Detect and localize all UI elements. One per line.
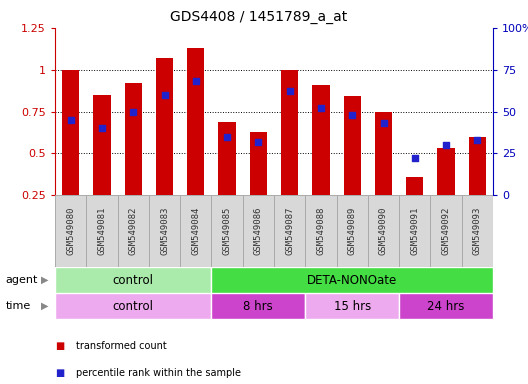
Bar bbox=[430, 195, 461, 267]
Text: DETA-NONOate: DETA-NONOate bbox=[307, 273, 398, 286]
Text: GSM549081: GSM549081 bbox=[98, 207, 107, 255]
Bar bbox=[55, 267, 211, 293]
Text: agent: agent bbox=[5, 275, 37, 285]
Point bbox=[98, 125, 106, 131]
Bar bbox=[149, 195, 180, 267]
Bar bbox=[187, 48, 204, 195]
Bar bbox=[62, 70, 79, 195]
Bar bbox=[211, 195, 243, 267]
Text: ■: ■ bbox=[55, 341, 64, 351]
Point bbox=[411, 155, 419, 161]
Bar bbox=[305, 195, 336, 267]
Text: transformed count: transformed count bbox=[76, 341, 167, 351]
Text: GSM549092: GSM549092 bbox=[441, 207, 450, 255]
Text: time: time bbox=[5, 301, 31, 311]
Text: GSM549090: GSM549090 bbox=[379, 207, 388, 255]
Text: control: control bbox=[112, 300, 154, 313]
Point bbox=[67, 117, 75, 123]
Bar bbox=[274, 195, 305, 267]
Bar bbox=[368, 195, 399, 267]
Text: percentile rank within the sample: percentile rank within the sample bbox=[76, 368, 241, 378]
Text: GSM549084: GSM549084 bbox=[191, 207, 200, 255]
Bar bbox=[156, 58, 173, 195]
Bar bbox=[211, 293, 305, 319]
Point bbox=[223, 134, 231, 140]
Point bbox=[161, 92, 169, 98]
Text: GSM549093: GSM549093 bbox=[473, 207, 482, 255]
Point bbox=[379, 120, 388, 126]
Text: GSM549080: GSM549080 bbox=[66, 207, 75, 255]
Bar bbox=[461, 195, 493, 267]
Text: GSM549089: GSM549089 bbox=[348, 207, 357, 255]
Bar bbox=[438, 148, 455, 195]
Text: GSM549083: GSM549083 bbox=[160, 207, 169, 255]
Point bbox=[442, 142, 450, 148]
Point bbox=[192, 78, 200, 84]
Text: GDS4408 / 1451789_a_at: GDS4408 / 1451789_a_at bbox=[169, 10, 347, 23]
Text: GSM549085: GSM549085 bbox=[223, 207, 232, 255]
Text: ▶: ▶ bbox=[41, 275, 48, 285]
Point bbox=[254, 139, 262, 145]
Point bbox=[348, 112, 356, 118]
Text: GSM549088: GSM549088 bbox=[316, 207, 325, 255]
Bar bbox=[55, 293, 211, 319]
Bar bbox=[219, 121, 235, 195]
Bar bbox=[211, 267, 493, 293]
Bar bbox=[399, 195, 430, 267]
Bar bbox=[125, 83, 142, 195]
Bar bbox=[243, 195, 274, 267]
Bar bbox=[313, 85, 329, 195]
Bar bbox=[406, 177, 423, 195]
Bar bbox=[305, 293, 399, 319]
Bar bbox=[93, 95, 110, 195]
Bar bbox=[281, 70, 298, 195]
Bar bbox=[336, 195, 368, 267]
Text: GSM549091: GSM549091 bbox=[410, 207, 419, 255]
Bar bbox=[86, 195, 118, 267]
Bar bbox=[180, 195, 211, 267]
Bar bbox=[118, 195, 149, 267]
Text: 8 hrs: 8 hrs bbox=[243, 300, 273, 313]
Text: 15 hrs: 15 hrs bbox=[334, 300, 371, 313]
Point bbox=[317, 105, 325, 111]
Point bbox=[473, 137, 482, 143]
Text: GSM549086: GSM549086 bbox=[254, 207, 263, 255]
Text: GSM549082: GSM549082 bbox=[129, 207, 138, 255]
Bar bbox=[55, 195, 86, 267]
Bar bbox=[344, 96, 361, 195]
Bar bbox=[469, 137, 486, 195]
Text: ▶: ▶ bbox=[41, 301, 48, 311]
Bar bbox=[250, 132, 267, 195]
Text: ■: ■ bbox=[55, 368, 64, 378]
Text: GSM549087: GSM549087 bbox=[285, 207, 294, 255]
Point bbox=[129, 108, 137, 114]
Text: 24 hrs: 24 hrs bbox=[427, 300, 465, 313]
Bar bbox=[399, 293, 493, 319]
Bar bbox=[375, 111, 392, 195]
Text: control: control bbox=[112, 273, 154, 286]
Point bbox=[286, 88, 294, 94]
